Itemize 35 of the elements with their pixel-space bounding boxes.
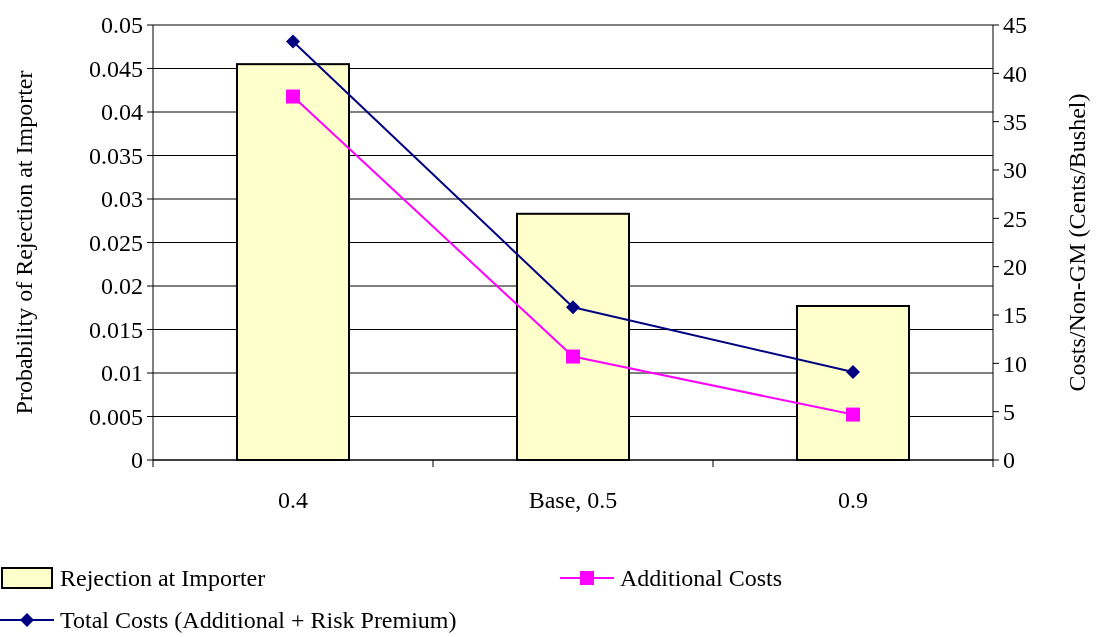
legend-label: Additional Costs <box>620 565 783 592</box>
point <box>286 89 300 104</box>
point <box>846 365 860 380</box>
y-axis-title: Probability of Rejection at Importer <box>11 70 37 415</box>
legend-label: Rejection at Importer <box>60 565 266 592</box>
y2-tick-label: 10 <box>1003 350 1027 377</box>
y-tick-label: 0.03 <box>101 186 143 213</box>
y-tick-label: 0.02 <box>101 273 143 300</box>
y-tick-label: 0.025 <box>89 229 143 256</box>
y2-tick-label: 35 <box>1003 109 1027 136</box>
x-tick-label: 0.4 <box>278 487 308 513</box>
y-tick-label: 0.04 <box>101 99 143 126</box>
point <box>566 300 580 315</box>
y2-tick-label: 5 <box>1003 399 1015 426</box>
y-tick-label: 0 <box>131 447 143 474</box>
y2-tick-label: 20 <box>1003 254 1027 281</box>
legend-label: Total Costs (Additional + Risk Premium) <box>60 607 457 634</box>
x-tick-label: 0.9 <box>838 487 868 513</box>
point <box>286 34 300 49</box>
y2-tick-label: 25 <box>1003 205 1027 232</box>
y2-tick-label: 40 <box>1003 60 1027 87</box>
x-tick-label: Base, 0.5 <box>528 487 618 513</box>
y2-tick-label: 15 <box>1003 302 1027 329</box>
y2-tick-label: 0 <box>1003 447 1015 474</box>
y-tick-label: 0.01 <box>101 360 143 387</box>
y-tick-label: 0.035 <box>89 142 143 169</box>
point <box>566 349 580 364</box>
y2-axis-title: Costs/Non-GM (Cents/Bushel) <box>1064 93 1090 392</box>
y-tick-label: 0.005 <box>89 403 143 430</box>
y-tick-label: 0.05 <box>101 12 143 39</box>
point <box>846 407 860 422</box>
y2-tick-label: 45 <box>1003 12 1027 39</box>
y2-tick-label: 30 <box>1003 157 1027 184</box>
y-tick-label: 0.045 <box>89 55 143 82</box>
y-tick-label: 0.015 <box>89 316 143 343</box>
